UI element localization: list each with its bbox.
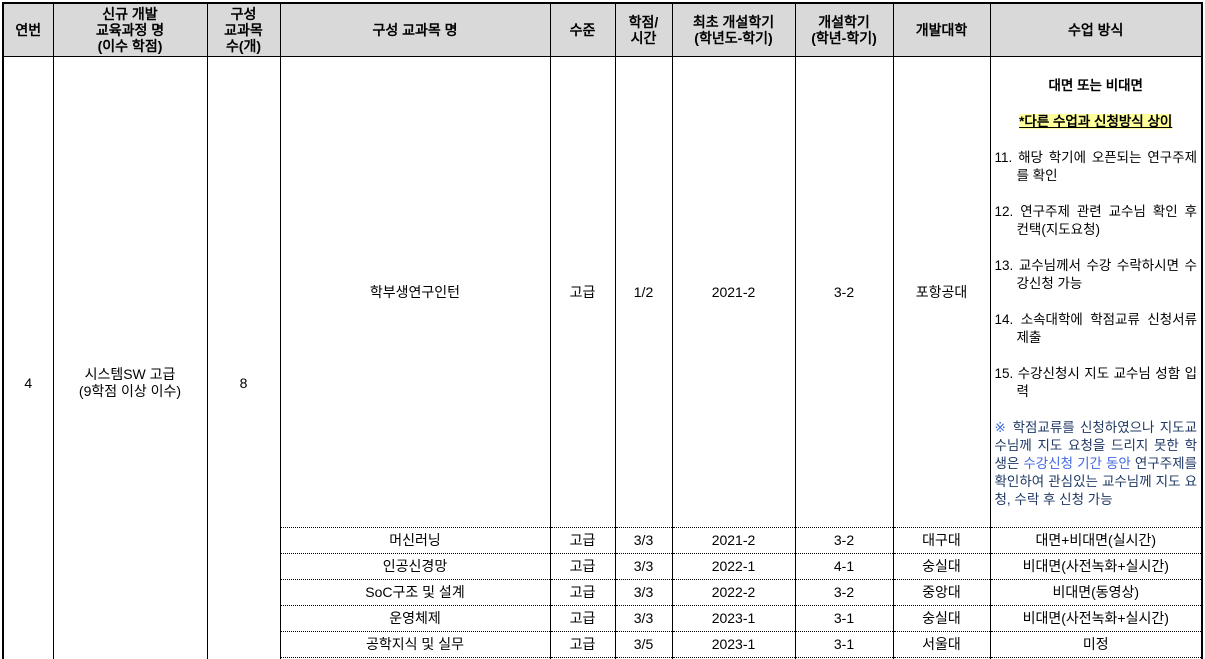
cell-course-name: 운영체제 xyxy=(279,605,551,632)
cell-semester: 3-2 xyxy=(794,56,894,528)
table-row: 4 시스템SW 고급 (9학점 이상 이수) 8 학부생연구인턴 고급 1/2 … xyxy=(2,56,1203,659)
cell-course-name: 공학지식 및 실무 xyxy=(279,631,551,658)
cell-univ: 서울대 xyxy=(892,631,991,658)
col-no: 연번 xyxy=(2,2,54,57)
col-method: 수업 방식 xyxy=(989,2,1203,57)
cell-semester: 3-1 xyxy=(794,631,894,658)
cell-method: 비대면(사전녹화+실시간) xyxy=(989,553,1203,580)
cell-course-name: 학부생연구인턴 xyxy=(279,56,551,528)
method-step: 13. 교수님께서 수강 수락하시면 수강신청 가능 xyxy=(994,258,1198,291)
cell-semester: 3-2 xyxy=(794,527,894,554)
table-row: 머신러닝 고급 3/3 2021-2 3-2 대구대 대면+비대면(실시간) xyxy=(3,527,1203,554)
note-text-pre: 학점교류를 신청하였으나 지도교수님께 지도 요청을 드리지 못한 학생은 xyxy=(994,420,1198,471)
cell-first-semester: 2023-1 xyxy=(671,605,796,632)
method-title: 대면 또는 비대면 xyxy=(1048,78,1143,93)
cell-first-semester: 2022-1 xyxy=(671,553,796,580)
cell-credit: 1/2 xyxy=(614,56,673,528)
col-univ: 개발대학 xyxy=(892,2,991,57)
note-highlight-text: 수강신청 기간 동안 xyxy=(1023,456,1131,471)
cell-semester: 3-2 xyxy=(794,579,894,606)
cell-method: 비대면(동영상) / 실습 O xyxy=(989,657,1203,659)
cell-level: 고급 xyxy=(549,579,616,606)
cell-univ: 중앙대 xyxy=(892,579,991,606)
cell-level: 고급 xyxy=(549,56,616,528)
note-text-post: 연구주제를 확인하여 관심있는 교수님께 지도 요청, 수락 후 신청 가능 xyxy=(994,456,1198,507)
table-header-row: 연번 신규 개발 교육과정 명 (이수 학점) 구성 교과목 수(개) 구성 교… xyxy=(2,2,1203,57)
col-semester: 개설학기 (학년-학기) xyxy=(794,2,894,57)
cell-level: 고급 xyxy=(549,605,616,632)
cell-credit: 3/3 xyxy=(614,579,673,606)
method-note: ※ 학점교류를 신청하였으나 지도교수님께 지도 요청을 드리지 못한 학생은 … xyxy=(995,419,1198,509)
method-step: 11. 해당 학기에 오픈되는 연구주제를 확인 xyxy=(994,150,1198,183)
cell-first-semester: 2023-1 xyxy=(671,631,796,658)
cell-course-name: 머신러닝 xyxy=(279,527,551,554)
col-course-count: 구성 교과목 수(개) xyxy=(206,2,281,57)
cell-level: 고급 xyxy=(549,631,616,658)
table-row: 공학지식 및 실무 고급 3/5 2023-1 3-1 서울대 미정 xyxy=(3,631,1203,658)
cell-level: 고급 xyxy=(549,527,616,554)
cell-univ: 숭실대 xyxy=(892,605,991,632)
cell-course-count: 8 xyxy=(206,56,281,659)
col-level: 수준 xyxy=(549,2,616,57)
note-symbol: ※ xyxy=(994,420,1008,435)
cell-credit: 3/5 xyxy=(614,631,673,658)
cell-method: 미정 xyxy=(989,631,1203,658)
cell-method: 대면+비대면(실시간) xyxy=(989,527,1203,554)
cell-method-special: 대면 또는 비대면 *다른 수업과 신청방식 상이 11. 해당 학기에 오픈되… xyxy=(989,56,1203,528)
table-row: 인공신경망 고급 3/3 2022-1 4-1 숭실대 비대면(사전녹화+실시간… xyxy=(3,553,1203,580)
table-row: 운영체제 고급 3/3 2023-1 3-1 숭실대 비대면(사전녹화+실시간) xyxy=(3,605,1203,632)
cell-semester: 3-1 xyxy=(794,605,894,632)
cell-univ: 포항공대 xyxy=(892,56,991,528)
col-course-name: 구성 교과목 명 xyxy=(279,2,551,57)
col-curriculum: 신규 개발 교육과정 명 (이수 학점) xyxy=(52,2,208,57)
cell-univ: 대구대 xyxy=(892,527,991,554)
table-row: SoC구조 및 설계 고급 3/3 2022-2 3-2 중앙대 비대면(동영상… xyxy=(3,579,1203,606)
cell-method: 비대면(동영상) xyxy=(989,579,1203,606)
cell-first-semester: 2021-2 xyxy=(671,527,796,554)
col-credit-hours: 학점/ 시간 xyxy=(614,2,673,57)
method-step: 12. 연구주제 관련 교수님 확인 후 컨택(지도요청) xyxy=(994,204,1198,237)
method-step: 14. 소속대학에 학점교류 신청서류 제출 xyxy=(994,312,1198,345)
cell-method: 비대면(사전녹화+실시간) xyxy=(989,605,1203,632)
cell-curriculum: 시스템SW 고급 (9학점 이상 이수) xyxy=(52,56,208,659)
cell-course-name: SoC구조 및 설계 xyxy=(279,579,551,606)
cell-course-name: 인공신경망 xyxy=(279,553,551,580)
cell-no: 4 xyxy=(2,56,54,659)
cell-univ: 숭실대 xyxy=(892,553,991,580)
cell-semester: 4-1 xyxy=(794,553,894,580)
method-step: 15. 수강신청시 지도 교수님 성함 입력 xyxy=(994,366,1198,399)
cell-first-semester: 2021-2 xyxy=(671,56,796,528)
cell-first-semester: 2022-2 xyxy=(671,579,796,606)
method-subtitle: *다른 수업과 신청방식 상이 xyxy=(1019,114,1173,129)
col-first-semester: 최초 개설학기 (학년도-학기) xyxy=(671,2,796,57)
cell-level: 고급 xyxy=(549,553,616,580)
cell-credit: 3/3 xyxy=(614,527,673,554)
cell-credit: 3/3 xyxy=(614,553,673,580)
cell-credit: 3/3 xyxy=(614,605,673,632)
table-row: 디지털 시스템 설계 고급 3/3 2023-1 3-1 강원대 비대면(동영상… xyxy=(3,657,1203,659)
